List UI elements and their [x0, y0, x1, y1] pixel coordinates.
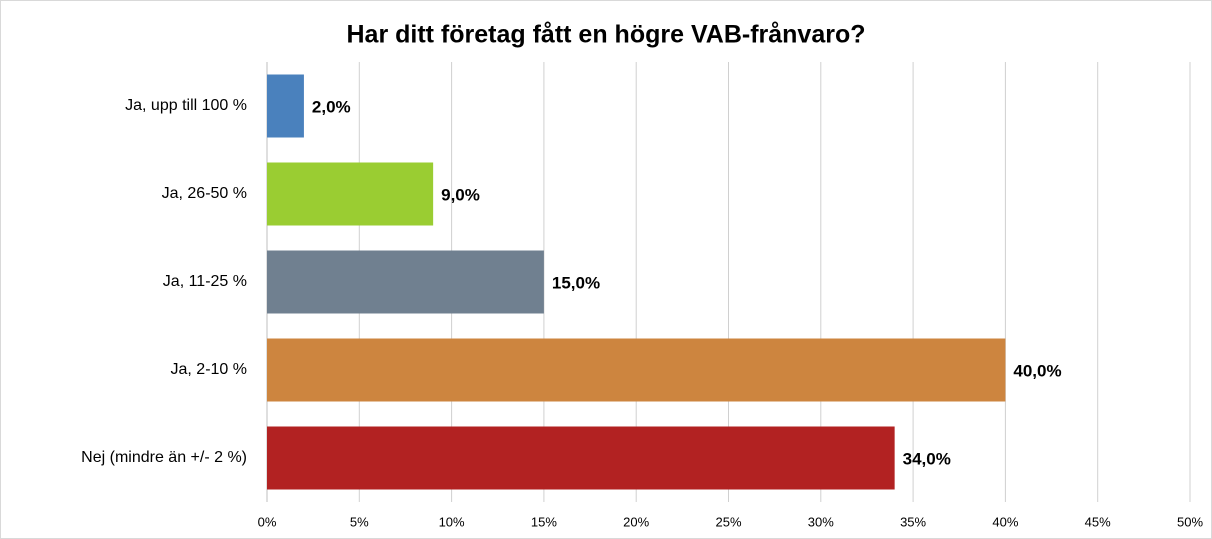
value-label: 40,0%: [1013, 361, 1061, 380]
y-tick-label: Ja, 26-50 %: [162, 185, 247, 202]
x-tick-label: 25%: [715, 514, 741, 529]
value-label: 34,0%: [903, 449, 951, 468]
value-label: 9,0%: [441, 185, 480, 204]
x-tick-label: 50%: [1177, 514, 1203, 529]
bar: [267, 74, 304, 138]
x-tick-label: 5%: [350, 514, 369, 529]
y-tick-label: Nej (mindre än +/- 2 %): [81, 449, 247, 466]
x-tick-label: 20%: [623, 514, 649, 529]
y-tick-label: Ja, upp till 100 %: [125, 97, 247, 114]
x-tick-label: 30%: [808, 514, 834, 529]
value-label: 2,0%: [312, 97, 351, 116]
bar: [267, 338, 1006, 402]
chart-title: Har ditt företag fått en högre VAB-frånv…: [346, 21, 865, 49]
y-tick-label: Ja, 2-10 %: [171, 361, 247, 378]
x-tick-label: 10%: [439, 514, 465, 529]
bar: [267, 250, 544, 314]
x-tick-label: 40%: [992, 514, 1018, 529]
x-tick-label: 15%: [531, 514, 557, 529]
x-tick-label: 35%: [900, 514, 926, 529]
y-tick-label: Ja, 11-25 %: [163, 273, 247, 290]
x-tick-label: 0%: [258, 514, 277, 529]
value-label: 15,0%: [552, 273, 600, 292]
x-tick-label: 45%: [1085, 514, 1111, 529]
bar: [267, 162, 434, 226]
bar: [267, 426, 895, 490]
